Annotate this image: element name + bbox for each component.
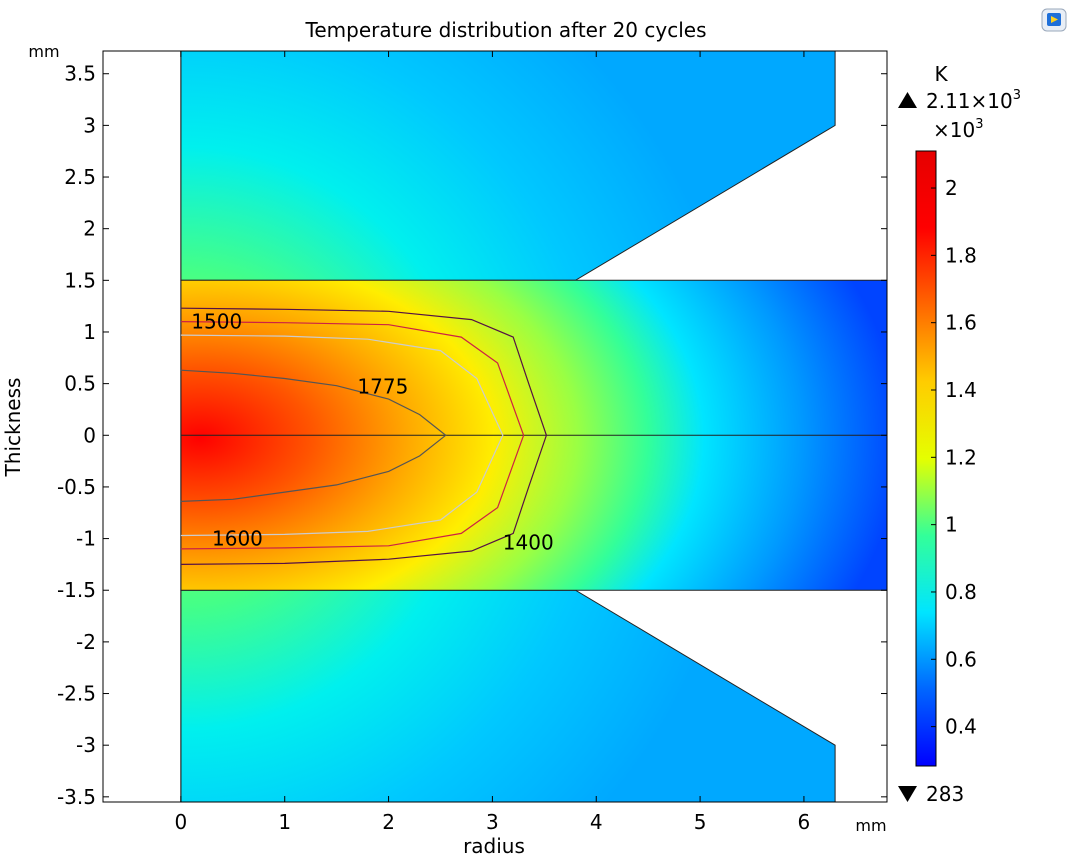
colorbar-ticks: 2 1.8 1.6 1.4 1.2 1 0.8 0.6 0.4 [931, 176, 977, 739]
colorbar-max-label: 2.11×103 [926, 88, 1021, 113]
contour-1775 [180, 369, 447, 502]
contour-label: 1600 [212, 527, 263, 551]
y-tick-label: 1.5 [64, 268, 96, 292]
x-tick-label: 2 [382, 810, 395, 834]
colorbar-tick-label: 1.2 [945, 445, 977, 469]
colorbar-scale-exponent: 3 [975, 117, 983, 132]
y-tick-label: -1.5 [57, 578, 96, 602]
colorbar-tick-label: 0.4 [945, 715, 977, 739]
x-tick-label: 0 [175, 810, 188, 834]
colorbar-max-mantissa: 2.11×10 [926, 89, 1013, 113]
y-tick-label: -2 [76, 630, 96, 654]
max-marker-icon [898, 92, 917, 108]
colorbar-scale-mantissa: ×10 [933, 118, 975, 142]
chart-title: Temperature distribution after 20 cycles [305, 18, 707, 42]
y-axis-label: Thickness [1, 378, 25, 478]
contour-1500 [180, 321, 525, 550]
y-tick-label: -3 [76, 733, 96, 757]
y-tick-label: 1 [83, 320, 96, 344]
contour-label: 1500 [191, 310, 242, 334]
domain-upper-plate [180, 51, 836, 281]
x-unit-label: mm [855, 816, 886, 835]
min-marker-icon [898, 786, 917, 802]
colorbar [915, 150, 937, 767]
y-axis-ticks: 3.5 3 2.5 2 1.5 1 0.5 0 -0.5 -1 -1.5 -2 -2.5 -3 -3.5 [57, 62, 887, 809]
y-tick-label: -1 [76, 527, 96, 551]
colorbar-max-exponent: 3 [1013, 88, 1021, 103]
colorbar-tick-label: 1.4 [945, 378, 977, 402]
y-tick-label: 3.5 [64, 62, 96, 86]
contour-label: 1775 [357, 375, 408, 399]
x-tick-label: 1 [278, 810, 291, 834]
y-tick-label: -3.5 [57, 785, 96, 809]
x-axis-label: radius [463, 834, 525, 858]
colorbar-min-label: 283 [926, 782, 964, 806]
y-tick-label: 2 [83, 217, 96, 241]
domain-lower-plate [180, 589, 836, 802]
contour-label: 1400 [503, 531, 554, 555]
colorbar-unit: K [934, 62, 948, 86]
y-tick-label: 0 [83, 423, 96, 447]
contour-1400 [180, 307, 548, 565]
colorbar-tick-label: 1.8 [945, 243, 977, 267]
y-tick-label: 2.5 [64, 165, 96, 189]
x-axis-ticks: 0 1 2 3 4 5 6 [175, 51, 811, 834]
y-unit-label: mm [28, 42, 59, 61]
y-tick-label: -2.5 [57, 682, 96, 706]
contour-1600 [180, 334, 504, 537]
plot-frame [102, 50, 888, 803]
y-tick-label: 0.5 [64, 372, 96, 396]
plot-area: 1500 1775 1600 1400 [180, 51, 887, 802]
colorbar-scale-label: ×103 [933, 117, 984, 142]
x-tick-label: 3 [486, 810, 499, 834]
x-tick-label: 4 [590, 810, 603, 834]
x-tick-label: 5 [694, 810, 707, 834]
x-tick-label: 6 [798, 810, 811, 834]
colorbar-tick-label: 1 [945, 513, 958, 537]
colorbar-tick-label: 2 [945, 176, 958, 200]
y-tick-label: 3 [83, 113, 96, 137]
colorbar-tick-label: 1.6 [945, 311, 977, 335]
app-logo-icon[interactable] [1041, 8, 1067, 32]
y-tick-label: -0.5 [57, 475, 96, 499]
colorbar-tick-label: 0.6 [945, 647, 977, 671]
colorbar-tick-label: 0.8 [945, 580, 977, 604]
